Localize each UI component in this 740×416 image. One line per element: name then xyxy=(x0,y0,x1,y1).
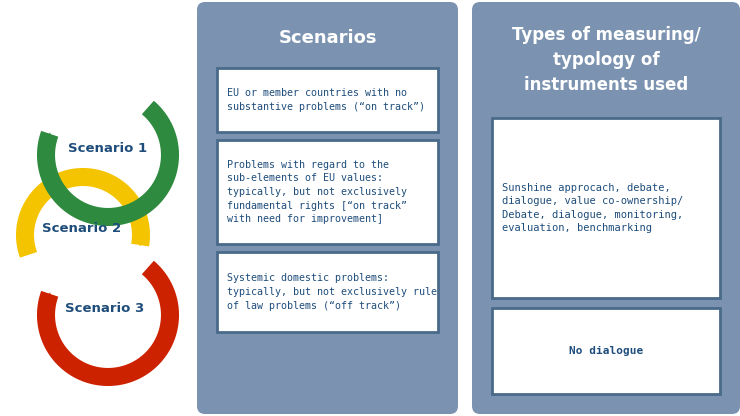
Text: No dialogue: No dialogue xyxy=(569,346,643,356)
FancyBboxPatch shape xyxy=(197,2,458,414)
Text: Scenario 1: Scenario 1 xyxy=(68,141,147,154)
Text: Sunshine approcach, debate,
dialogue, value co-ownership/
Debate, dialogue, moni: Sunshine approcach, debate, dialogue, va… xyxy=(502,183,683,233)
Text: Scenario 2: Scenario 2 xyxy=(42,221,121,235)
FancyBboxPatch shape xyxy=(492,118,720,298)
Text: Scenario 3: Scenario 3 xyxy=(65,302,144,314)
FancyBboxPatch shape xyxy=(217,252,438,332)
FancyBboxPatch shape xyxy=(217,140,438,244)
Text: Scenarios: Scenarios xyxy=(278,29,377,47)
FancyBboxPatch shape xyxy=(492,308,720,394)
Text: Problems with regard to the
sub-elements of EU values:
typically, but not exclus: Problems with regard to the sub-elements… xyxy=(227,160,407,224)
Text: EU or member countries with no
substantive problems (“on track”): EU or member countries with no substanti… xyxy=(227,88,425,112)
Text: Types of measuring/
typology of
instruments used: Types of measuring/ typology of instrume… xyxy=(511,26,700,94)
Text: Systemic domestic problems:
typically, but not exclusively rule
of law problems : Systemic domestic problems: typically, b… xyxy=(227,273,437,311)
FancyBboxPatch shape xyxy=(217,68,438,132)
FancyBboxPatch shape xyxy=(472,2,740,414)
